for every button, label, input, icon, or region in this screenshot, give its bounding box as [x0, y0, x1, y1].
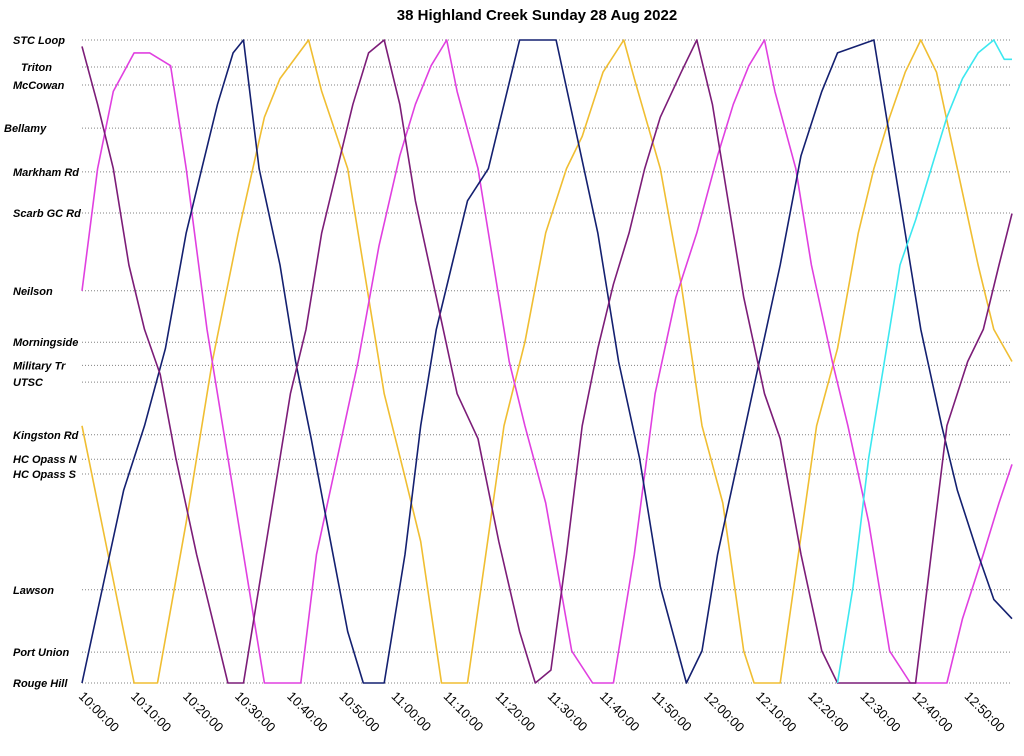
time-tick-label: 12:30:00: [857, 689, 903, 735]
time-tick-label: 10:40:00: [284, 689, 330, 735]
time-tick-label: 11:10:00: [441, 689, 487, 735]
stop-label: Military Tr: [13, 360, 66, 372]
chart-title: 38 Highland Creek Sunday 28 Aug 2022: [397, 7, 677, 24]
time-tick-label: 10:30:00: [232, 689, 278, 735]
time-tick-label: 10:10:00: [128, 689, 174, 735]
stop-label: McCowan: [13, 80, 65, 92]
time-tick-label: 11:20:00: [493, 689, 539, 735]
stop-label: Bellamy: [4, 123, 47, 135]
time-tick-label: 11:00:00: [388, 689, 434, 735]
vehicle-line-5: [81, 39, 1013, 684]
stop-label: UTSC: [13, 377, 44, 389]
vehicle-line-4: [81, 39, 1013, 684]
time-tick-label: 12:50:00: [962, 689, 1008, 735]
stop-label: Morningside: [13, 337, 78, 349]
time-tick-label: 12:20:00: [805, 689, 851, 735]
time-tick-label: 10:50:00: [336, 689, 382, 735]
vehicle-lines: [81, 39, 1013, 684]
gridlines: [82, 39, 1012, 684]
stop-label: Triton: [21, 62, 52, 74]
stop-label: Kingston Rd: [13, 430, 79, 442]
stop-label: Markham Rd: [13, 167, 79, 179]
time-tick-label: 12:00:00: [701, 689, 747, 735]
stop-label: Rouge Hill: [13, 678, 68, 690]
vehicle-line-3: [81, 39, 1013, 684]
time-tick-label: 11:50:00: [649, 689, 695, 735]
time-tick-label: 12:40:00: [909, 689, 955, 735]
time-tick-label: 10:20:00: [180, 689, 226, 735]
stop-label: Neilson: [13, 286, 53, 298]
stop-label: HC Opass S: [13, 469, 77, 481]
vehicle-line-2: [81, 39, 1013, 684]
stop-label: Scarb GC Rd: [13, 208, 81, 220]
stop-labels: STC Loop Triton McCowan Bellamy Markham Rd Sc…: [4, 35, 81, 690]
time-tick-label: 11:40:00: [597, 689, 643, 735]
stop-label: Lawson: [13, 585, 54, 597]
time-tick-label: 12:10:00: [753, 689, 799, 735]
time-tick-labels: 10:00:00 10:10:00 10:20:00 10:30:00 10:40:00…: [76, 689, 1008, 735]
time-tick-label: 10:00:00: [76, 689, 122, 735]
stop-label: STC Loop: [13, 35, 65, 47]
time-tick-label: 11:30:00: [545, 689, 591, 735]
vehicle-line-6: [836, 39, 1012, 684]
stop-label: HC Opass N: [13, 454, 78, 466]
stop-label: Port Union: [13, 647, 69, 659]
